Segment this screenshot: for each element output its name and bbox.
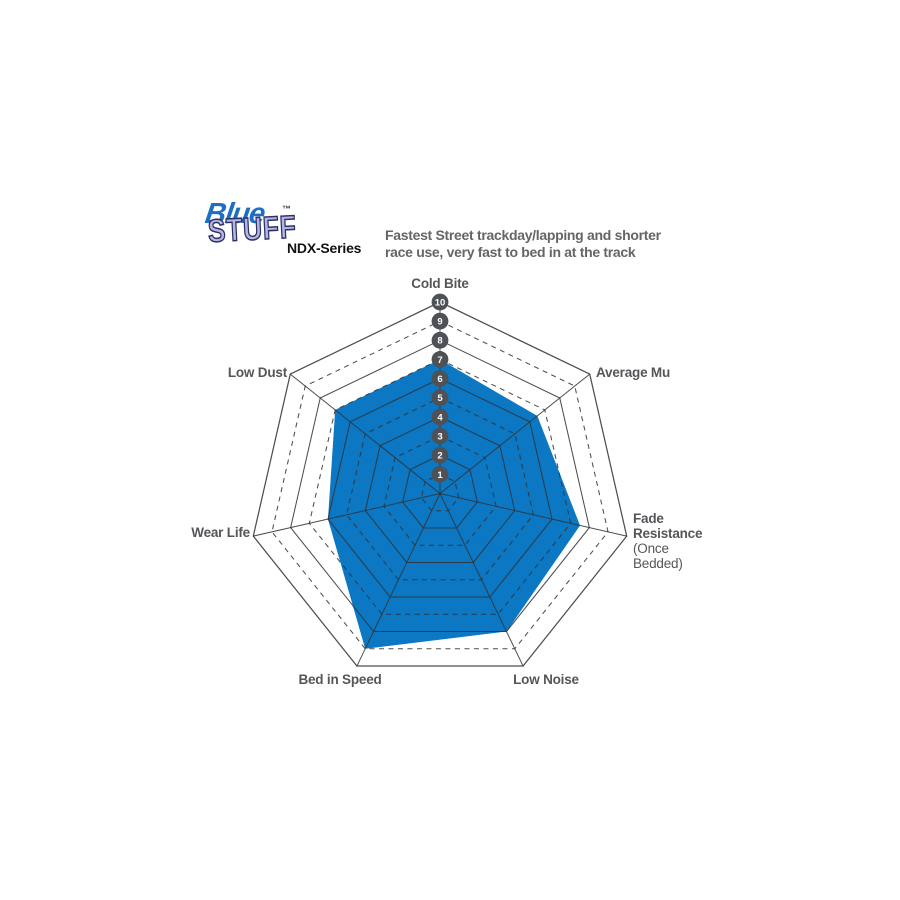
product-description: Fastest Street trackday/lapping and shor…: [385, 227, 661, 260]
scale-badge-number-7: 7: [437, 355, 442, 366]
radar-grid-ring-9: [271, 320, 609, 650]
scale-badge-number-1: 1: [437, 470, 443, 481]
scale-badge-number-2: 2: [437, 451, 442, 462]
scale-badge-number-6: 6: [437, 374, 442, 385]
scale-badge-8: [431, 331, 449, 349]
scale-badge-10: [431, 293, 449, 311]
radar-grid-ring-10: [252, 301, 628, 667]
radar-grid-ring-4: [364, 416, 516, 564]
scale-badge-7: [431, 351, 449, 368]
bluestuff-logo: Blue ™ STUFF: [197, 198, 377, 268]
scale-badge-9: [431, 312, 449, 330]
scale-badge-number-8: 8: [437, 336, 442, 347]
radar-grid-ring-5: [346, 397, 534, 581]
trademark-symbol: ™: [282, 204, 291, 214]
scale-badge-number-10: 10: [435, 297, 446, 308]
radar-spoke-fade-resistance: [439, 493, 627, 537]
radar-spoke-wear-life: [253, 493, 441, 537]
radar-spoke-low-noise: [439, 493, 524, 667]
scale-badge-number-5: 5: [437, 393, 443, 404]
radar-grid-ring-8: [290, 339, 590, 633]
series-name: NDX-Series: [287, 240, 362, 256]
scale-badge-6: [431, 370, 449, 387]
radar-spoke-average-mu: [439, 373, 591, 494]
scale-badge-3: [431, 427, 449, 445]
scale-badge-1: [431, 465, 449, 483]
radar-spoke-low-dust: [289, 373, 441, 494]
scale-badge-2: [431, 446, 449, 464]
radar-grid-ring-2: [402, 454, 478, 529]
scale-badge-4: [431, 408, 449, 426]
radar-grid-ring-7: [308, 358, 572, 615]
radar-spoke-bed-in-speed: [356, 493, 441, 667]
scale-badge-number-3: 3: [437, 431, 442, 442]
radar-grid-ring-3: [383, 435, 497, 546]
scale-badge-5: [431, 389, 449, 407]
scale-badge-number-4: 4: [437, 412, 443, 423]
radar-grid-ring-1: [420, 473, 460, 512]
scale-badge-number-9: 9: [437, 317, 442, 328]
radar-grid-ring-6: [327, 378, 553, 598]
